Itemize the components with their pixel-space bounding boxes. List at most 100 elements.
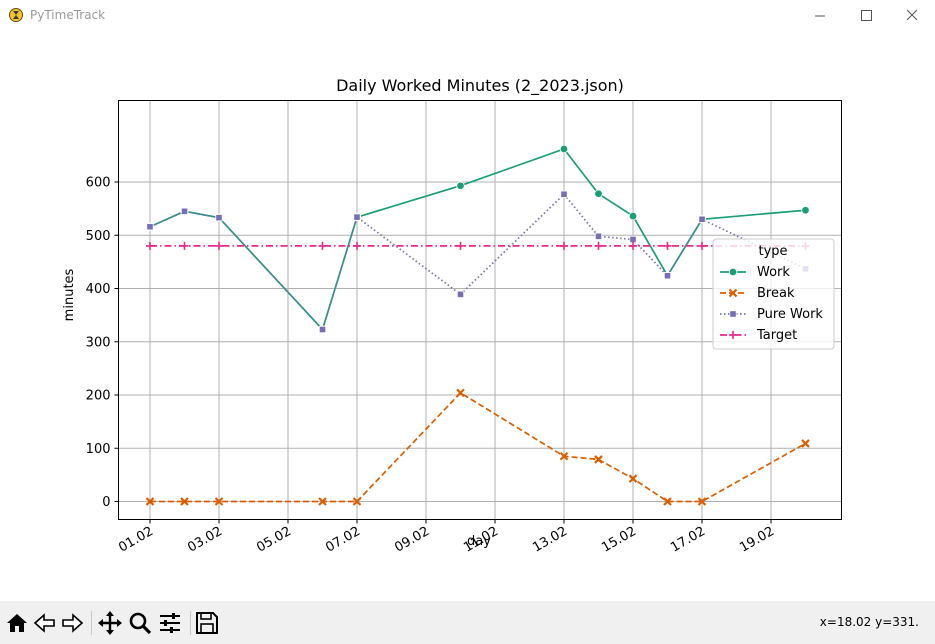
minimize-icon xyxy=(815,15,825,17)
back-button[interactable] xyxy=(32,610,58,636)
series-line xyxy=(150,391,806,503)
data-point xyxy=(801,439,810,448)
legend-item: Break xyxy=(720,286,795,301)
navigation-toolbar: x=18.02 y=331. xyxy=(0,601,935,644)
legend: type Work Break Pure Work Target xyxy=(712,238,835,350)
y-tick-label: 400 xyxy=(86,282,111,297)
y-tick-label: 200 xyxy=(86,389,111,404)
x-tick-label: 13.02 xyxy=(530,524,570,556)
back-icon xyxy=(33,613,55,633)
toolbar-separator xyxy=(91,611,92,635)
data-point xyxy=(180,241,189,250)
x-tick-label: 17.02 xyxy=(668,524,708,556)
data-point xyxy=(594,455,603,464)
x-axis-ticks: 01.02 03.02 05.02 07.02 09.02 11.02 13.02 15.02… xyxy=(116,519,777,556)
pan-button[interactable] xyxy=(97,610,123,636)
series-break xyxy=(145,388,810,506)
cursor-coordinates: x=18.02 y=331. xyxy=(819,615,919,629)
data-point xyxy=(145,497,155,506)
data-point xyxy=(318,497,327,506)
home-button[interactable] xyxy=(4,610,30,636)
y-tick-label: 500 xyxy=(86,229,111,244)
legend-item: Work xyxy=(720,265,790,280)
data-point xyxy=(318,241,327,250)
configure-subplots-icon xyxy=(160,613,180,633)
data-point xyxy=(180,497,189,506)
y-tick-label: 600 xyxy=(86,176,111,191)
data-point xyxy=(559,144,569,154)
zoom-button[interactable] xyxy=(127,610,153,636)
save-button[interactable] xyxy=(194,610,220,636)
y-axis-label: minutes xyxy=(62,268,77,321)
legend-marker xyxy=(729,331,737,339)
data-point xyxy=(629,241,637,250)
legend-label: Break xyxy=(757,286,795,301)
y-tick-label: 0 xyxy=(102,495,110,510)
data-point xyxy=(698,241,706,250)
data-point xyxy=(594,189,603,198)
data-point xyxy=(353,241,361,250)
x-tick-label: 05.02 xyxy=(254,524,294,556)
data-point xyxy=(353,213,361,221)
data-point xyxy=(146,241,154,250)
save-icon xyxy=(196,612,218,634)
series-group xyxy=(145,144,810,506)
data-point xyxy=(180,207,189,215)
close-button[interactable] xyxy=(889,0,935,32)
data-point xyxy=(456,181,465,190)
configure-subplots-button[interactable] xyxy=(157,610,183,636)
x-tick-label: 09.02 xyxy=(392,524,432,556)
legend-marker xyxy=(728,288,738,298)
legend-label: Pure Work xyxy=(757,307,823,322)
title-bar: PyTimeTrack xyxy=(0,0,935,32)
plot-canvas[interactable]: 01.02 03.02 05.02 07.02 09.02 11.02 13.02 15.02… xyxy=(0,32,935,601)
maximize-button[interactable] xyxy=(843,0,889,32)
data-point xyxy=(456,241,465,250)
data-point xyxy=(456,388,465,398)
series-work xyxy=(145,144,810,334)
legend-box xyxy=(712,238,835,350)
data-point xyxy=(560,241,568,250)
data-point xyxy=(628,211,638,221)
legend-marker xyxy=(728,267,738,277)
data-point xyxy=(560,190,568,198)
window-title: PyTimeTrack xyxy=(30,8,106,22)
legend-item: Pure Work xyxy=(720,307,823,322)
axes-frame xyxy=(118,100,842,520)
home-icon xyxy=(7,614,27,632)
legend-label: Target xyxy=(756,328,797,343)
app-logo-icon xyxy=(9,8,23,22)
data-point xyxy=(698,215,706,223)
data-point xyxy=(594,232,603,240)
series-line xyxy=(149,147,806,332)
data-point xyxy=(352,497,362,506)
chart-title: Daily Worked Minutes (2_2023.json) xyxy=(336,76,624,96)
legend-label: Work xyxy=(757,265,790,280)
forward-button[interactable] xyxy=(59,610,85,636)
data-point xyxy=(215,241,223,250)
close-icon xyxy=(906,9,918,21)
maximize-icon xyxy=(861,10,872,21)
data-point xyxy=(456,290,465,298)
y-axis-ticks: 0 100 200 300 400 500 600 xyxy=(86,176,119,510)
series-target xyxy=(146,241,810,250)
toolbar-separator xyxy=(190,611,191,635)
zoom-icon xyxy=(129,612,152,635)
forward-icon xyxy=(62,613,84,633)
data-point xyxy=(559,451,569,461)
line-chart[interactable]: 01.02 03.02 05.02 07.02 09.02 11.02 13.02 15.02… xyxy=(0,32,935,601)
data-point xyxy=(697,497,707,506)
series-pure-work xyxy=(146,190,810,334)
data-point xyxy=(629,235,637,244)
x-tick-label: 03.02 xyxy=(185,524,225,556)
data-point xyxy=(215,214,223,222)
pan-icon xyxy=(98,611,122,635)
data-point xyxy=(663,241,672,250)
data-point xyxy=(594,241,603,250)
y-tick-label: 300 xyxy=(86,335,111,350)
legend-marker xyxy=(729,310,737,318)
minimize-button[interactable] xyxy=(797,0,843,32)
data-point xyxy=(663,497,672,506)
legend-item: Target xyxy=(720,328,797,343)
x-tick-label: 07.02 xyxy=(323,524,363,556)
